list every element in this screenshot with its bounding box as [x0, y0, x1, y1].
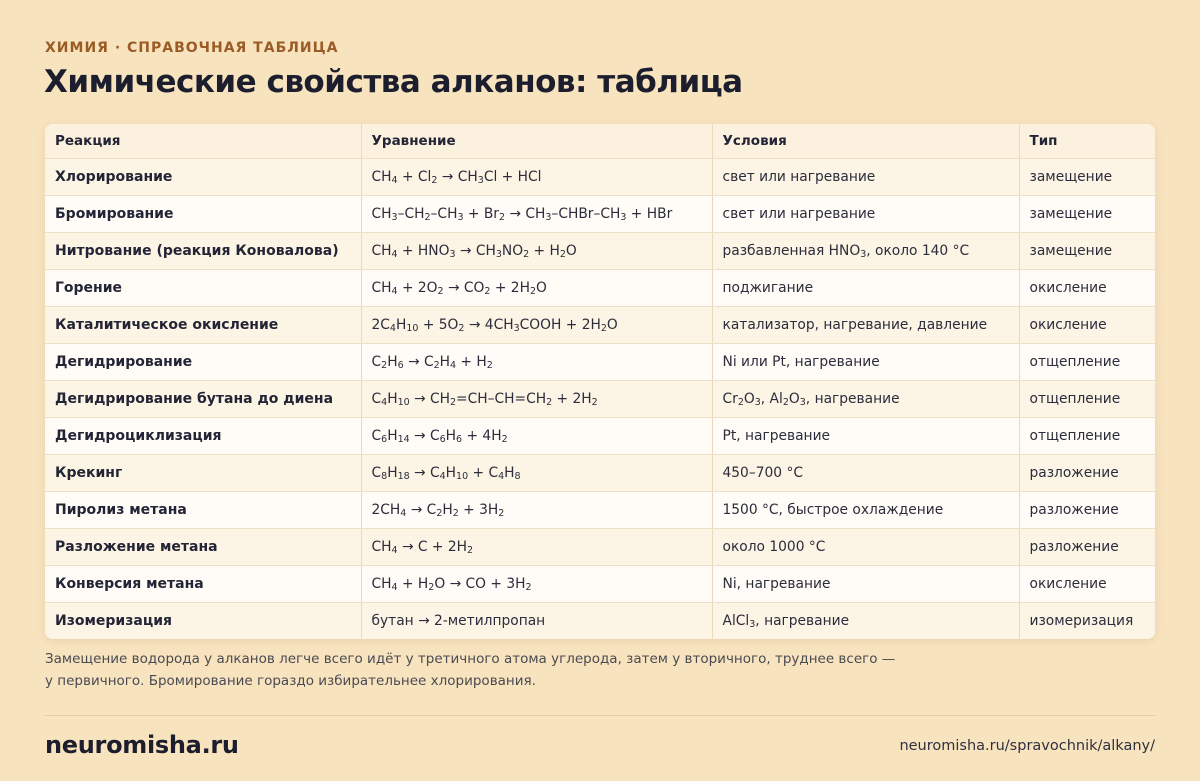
cell-equation: C2H6 → C2H4 + H2: [361, 343, 713, 381]
cell-conditions: поджигание: [712, 269, 1020, 307]
cell-reaction: Изомеризация: [45, 602, 362, 639]
cell-type: разложение: [1019, 454, 1155, 492]
cell-conditions: 450–700 °C: [712, 454, 1020, 492]
cell-equation: CH3–CH2–CH3 + Br2 → CH3–CHBr–CH3 + HBr: [361, 195, 713, 233]
table-row: Дегидрирование бутана до диена C4H10 → CH…: [45, 380, 1155, 418]
cell-reaction: Хлорирование: [45, 158, 362, 196]
cell-type: разложение: [1019, 491, 1155, 529]
page-url-link[interactable]: neuromisha.ru/spravochnik/alkany/: [899, 738, 1155, 754]
cell-equation: CH4 + H2O → CO + 3H2: [361, 565, 713, 603]
cell-reaction: Бромирование: [45, 195, 362, 233]
table-row: Горение CH4 + 2O2 → CO2 + 2H2O поджигание о…: [45, 269, 1155, 307]
table-row: Дегидроциклизация C6H14 → C6H6 + 4H2 Pt, н…: [45, 417, 1155, 455]
table-row: Нитрование (реакция Коновалова) CH4 + HNO…: [45, 232, 1155, 270]
table-row: Изомеризация бутан → 2-метилпропан AlCl3, …: [45, 602, 1155, 639]
column-header-conditions: Условия: [712, 124, 1020, 159]
cell-reaction: Крекинг: [45, 454, 362, 492]
cell-type: разложение: [1019, 528, 1155, 566]
cell-reaction: Нитрование (реакция Коновалова): [45, 232, 362, 270]
cell-type: замещение: [1019, 195, 1155, 233]
cell-equation: 2C4H10 + 5O2 → 4CH3COOH + 2H2O: [361, 306, 713, 344]
cell-conditions: Ni или Pt, нагревание: [712, 343, 1020, 381]
table-row: Хлорирование CH4 + Cl2 → CH3Cl + HCl свет …: [45, 158, 1155, 196]
cell-equation: бутан → 2-метилпропан: [361, 602, 713, 639]
cell-equation: CH4 + HNO3 → CH3NO2 + H2O: [361, 232, 713, 270]
column-header-reaction: Реакция: [45, 124, 362, 159]
cell-conditions: 1500 °C, быстрое охлаждение: [712, 491, 1020, 529]
cell-reaction: Дегидрирование бутана до диена: [45, 380, 362, 418]
cell-reaction: Горение: [45, 269, 362, 307]
cell-type: окисление: [1019, 565, 1155, 603]
cell-equation: CH4 + 2O2 → CO2 + 2H2O: [361, 269, 713, 307]
cell-equation: 2CH4 → C2H2 + 3H2: [361, 491, 713, 529]
cell-type: замещение: [1019, 158, 1155, 196]
cell-type: отщепление: [1019, 417, 1155, 455]
cell-reaction: Разложение метана: [45, 528, 362, 566]
cell-equation: C4H10 → CH2=CH–CH=CH2 + 2H2: [361, 380, 713, 418]
cell-reaction: Дегидроциклизация: [45, 417, 362, 455]
cell-type: замещение: [1019, 232, 1155, 270]
reactions-table-card: Реакция Уравнение Условия Тип Хлорирован…: [45, 124, 1155, 639]
section-eyebrow: ХИМИЯ · СПРАВОЧНАЯ ТАБЛИЦА: [45, 40, 339, 56]
cell-type: изомеризация: [1019, 602, 1155, 639]
cell-conditions: Pt, нагревание: [712, 417, 1020, 455]
cell-equation: CH4 + Cl2 → CH3Cl + HCl: [361, 158, 713, 196]
footer-divider: [45, 715, 1155, 716]
cell-conditions: свет или нагревание: [712, 158, 1020, 196]
table-row: Пиролиз метана 2CH4 → C2H2 + 3H2 1500 °C, …: [45, 491, 1155, 529]
table-row: Конверсия метана CH4 + H2O → CO + 3H2 Ni, …: [45, 565, 1155, 603]
cell-type: отщепление: [1019, 343, 1155, 381]
cell-equation: C8H18 → C4H10 + C4H8: [361, 454, 713, 492]
column-header-type: Тип: [1019, 124, 1155, 159]
cell-reaction: Дегидрирование: [45, 343, 362, 381]
cell-equation: CH4 → C + 2H2: [361, 528, 713, 566]
table-body: Хлорирование CH4 + Cl2 → CH3Cl + HCl свет …: [45, 158, 1155, 639]
cell-equation: C6H14 → C6H6 + 4H2: [361, 417, 713, 455]
page-title: Химические свойства алканов: таблица: [44, 64, 743, 100]
table-row: Бромирование CH3–CH2–CH3 + Br2 → CH3–CHBr…: [45, 195, 1155, 233]
cell-conditions: катализатор, нагревание, давление: [712, 306, 1020, 344]
cell-type: отщепление: [1019, 380, 1155, 418]
column-header-equation: Уравнение: [361, 124, 713, 159]
footnote: Замещение водорода у алканов легче всего…: [45, 651, 896, 689]
brand-logo-text[interactable]: neuromisha.ru: [45, 731, 239, 759]
cell-conditions: Cr2O3, Al2O3, нагревание: [712, 380, 1020, 418]
cell-conditions: Ni, нагревание: [712, 565, 1020, 603]
cell-type: окисление: [1019, 269, 1155, 307]
reactions-table: Реакция Уравнение Условия Тип Хлорирован…: [45, 124, 1155, 639]
table-row: Крекинг C8H18 → C4H10 + C4H8 450–700 °C раз…: [45, 454, 1155, 492]
cell-reaction: Каталитическое окисление: [45, 306, 362, 344]
cell-reaction: Пиролиз метана: [45, 491, 362, 529]
table-header-row: Реакция Уравнение Условия Тип: [45, 124, 1155, 159]
cell-conditions: разбавленная HNO3, около 140 °C: [712, 232, 1020, 270]
cell-conditions: около 1000 °C: [712, 528, 1020, 566]
cell-conditions: AlCl3, нагревание: [712, 602, 1020, 639]
cell-reaction: Конверсия метана: [45, 565, 362, 603]
table-row: Каталитическое окисление 2C4H10 + 5O2 → 4…: [45, 306, 1155, 344]
table-row: Дегидрирование C2H6 → C2H4 + H2 Ni или Pt,…: [45, 343, 1155, 381]
cell-type: окисление: [1019, 306, 1155, 344]
table-row: Разложение метана CH4 → C + 2H2 около 1000…: [45, 528, 1155, 566]
cell-conditions: свет или нагревание: [712, 195, 1020, 233]
